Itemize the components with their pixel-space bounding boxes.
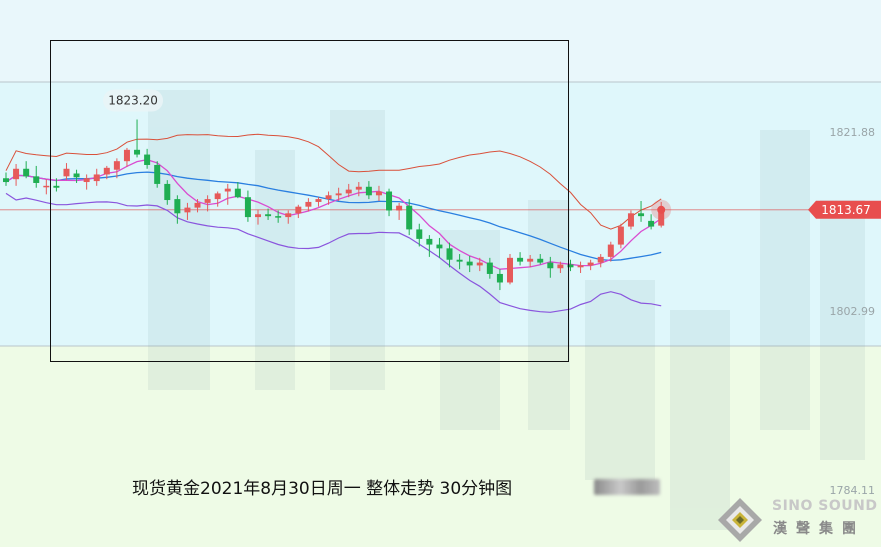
candle-body bbox=[345, 189, 352, 194]
candle-body bbox=[164, 183, 171, 201]
candle-body bbox=[456, 259, 463, 262]
candle-body bbox=[517, 257, 524, 262]
building-2 bbox=[330, 110, 385, 390]
upper-band-line bbox=[5, 133, 662, 230]
candle-body bbox=[103, 167, 110, 175]
blurred-watermark bbox=[594, 479, 660, 495]
middle-zone bbox=[0, 82, 881, 346]
diamond-logo-icon bbox=[718, 498, 762, 542]
candle-body bbox=[476, 262, 483, 266]
chart-caption: 现货黄金2021年8月30日周一 整体走势 30分钟图 bbox=[132, 479, 513, 499]
candle-body bbox=[325, 195, 332, 200]
candle-body bbox=[204, 199, 211, 203]
building-4 bbox=[528, 200, 570, 430]
building-5 bbox=[585, 280, 655, 480]
candle-body bbox=[244, 197, 251, 218]
candle-body bbox=[93, 174, 100, 182]
candle-body bbox=[184, 207, 191, 213]
candle-body bbox=[537, 258, 544, 263]
y-tick-label: 1821.88 bbox=[830, 126, 876, 139]
candle-body bbox=[648, 220, 655, 227]
candle-body bbox=[658, 209, 665, 226]
current-price-label: 1813.67 bbox=[821, 203, 871, 217]
candle-body bbox=[83, 178, 90, 183]
candle-body bbox=[638, 213, 645, 217]
candle-body bbox=[73, 173, 80, 178]
candle-body bbox=[154, 164, 161, 184]
candle-body bbox=[23, 168, 30, 177]
candle-body bbox=[365, 186, 372, 196]
candle-body bbox=[224, 188, 231, 192]
candle-body bbox=[557, 264, 564, 269]
candle-body bbox=[577, 265, 584, 268]
candle-body bbox=[134, 149, 141, 155]
building-8 bbox=[820, 200, 865, 460]
candle-body bbox=[315, 199, 322, 202]
candle-body bbox=[194, 202, 201, 208]
candle-body bbox=[567, 264, 574, 268]
candle-body bbox=[396, 205, 403, 211]
candle-body bbox=[426, 238, 433, 245]
candle-body bbox=[265, 214, 272, 217]
candle-body bbox=[113, 161, 120, 170]
candle-body bbox=[627, 213, 634, 227]
candle-body bbox=[214, 193, 221, 200]
candle-body bbox=[3, 178, 9, 183]
candle-body bbox=[386, 191, 393, 211]
candle-body bbox=[335, 193, 342, 196]
current-price-tag bbox=[808, 200, 881, 219]
candle-body bbox=[496, 273, 503, 283]
high-annotation-bubble bbox=[103, 89, 164, 112]
y-tick-label: 1784.11 bbox=[830, 484, 876, 497]
candle-body bbox=[466, 261, 473, 266]
building-7 bbox=[760, 130, 810, 430]
candle-body bbox=[174, 199, 181, 214]
brand-logo bbox=[716, 492, 881, 547]
candle-body bbox=[597, 256, 604, 263]
y-tick-label: 1802.99 bbox=[830, 305, 876, 318]
candle-body bbox=[305, 201, 312, 207]
highlight-box bbox=[50, 40, 569, 362]
brand-chinese-name: 漢聲集團 bbox=[773, 521, 865, 537]
ma-slow-line bbox=[5, 171, 662, 262]
lower-band-line bbox=[5, 192, 662, 313]
candle-body bbox=[486, 262, 493, 274]
candle-body bbox=[123, 149, 130, 162]
candle-body bbox=[436, 244, 443, 249]
candle-body bbox=[355, 186, 362, 190]
last-price-dot bbox=[657, 205, 666, 214]
candle-body bbox=[33, 176, 40, 183]
candle-body bbox=[13, 168, 20, 180]
candle-body bbox=[255, 214, 261, 218]
candle-body bbox=[617, 226, 624, 245]
candle-body bbox=[144, 154, 151, 165]
candle-body bbox=[275, 216, 282, 218]
candle-body bbox=[416, 229, 423, 239]
candle-body bbox=[375, 191, 382, 196]
candle-body bbox=[53, 185, 60, 188]
candle-body bbox=[63, 168, 70, 177]
candle-body bbox=[295, 206, 302, 214]
candle-body bbox=[527, 258, 534, 262]
candle-body bbox=[547, 262, 554, 269]
candle-body bbox=[285, 213, 292, 218]
candle-body bbox=[607, 244, 614, 257]
candle-body bbox=[234, 188, 241, 198]
candle-body bbox=[446, 248, 453, 260]
candle-body bbox=[43, 185, 50, 188]
high-annotation-label: 1823.20 bbox=[108, 93, 158, 107]
building-6 bbox=[670, 310, 730, 530]
ma-fast-line bbox=[5, 159, 662, 270]
brand-english-name: SINO SOUND bbox=[772, 498, 878, 514]
candle-body bbox=[406, 205, 413, 230]
candle-body bbox=[587, 262, 594, 266]
candle-body bbox=[507, 257, 513, 283]
